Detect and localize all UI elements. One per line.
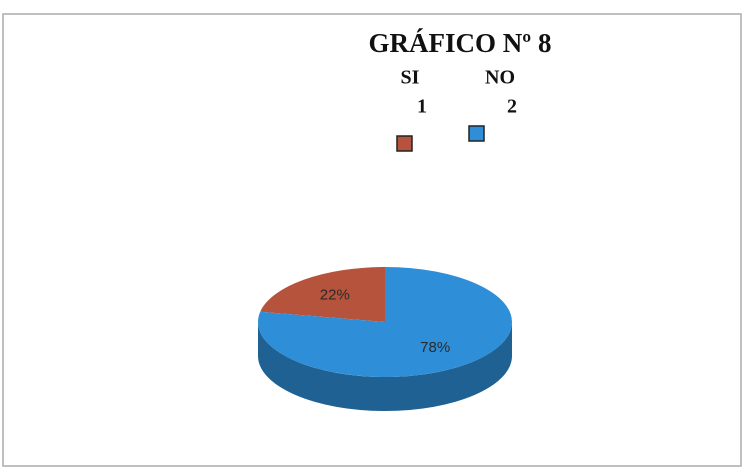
- pie-slice: [258, 267, 513, 377]
- pie-slice: [260, 267, 385, 322]
- chart-title: GRÁFICO Nº 8: [369, 28, 552, 58]
- data-label: 78%: [420, 339, 450, 356]
- pie-side: [258, 322, 512, 411]
- legend-code: 1: [417, 96, 427, 118]
- legend-code: 2: [507, 96, 517, 118]
- data-label: 22%: [320, 287, 350, 304]
- legend-label: SI: [401, 67, 420, 89]
- legend-swatch: [468, 125, 485, 142]
- legend-swatch: [396, 135, 413, 152]
- legend-label: NO: [485, 67, 515, 89]
